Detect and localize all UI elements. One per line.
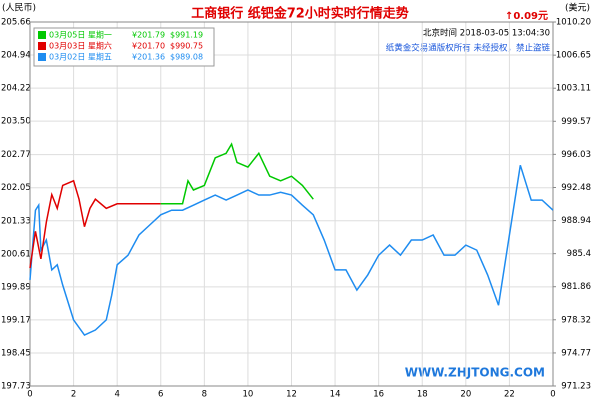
timestamp: 北京时间 2018-03-05 13:04:30: [423, 28, 550, 39]
y-tick-label: 204.94: [1, 51, 31, 61]
x-tick-label: 10: [243, 390, 254, 400]
chart-title: 工商银行 纸钯金72小时实时行情走势: [191, 6, 409, 22]
series-line: [29, 164, 554, 336]
x-tick-label: 6: [158, 390, 163, 400]
y-tick-label: 199.89: [1, 282, 31, 292]
series-line: [29, 179, 161, 269]
x-tick-label: 22: [504, 390, 515, 400]
legend-name: 03月03日 星期六: [49, 41, 112, 51]
change: ↑0.09元: [505, 10, 548, 22]
series-line: [160, 142, 314, 205]
y2-tick-label: 981.86: [561, 282, 591, 292]
y-tick-label: 204.22: [1, 84, 31, 94]
y2-tick-label: 992.48: [561, 183, 591, 193]
y-tick-label: 201.33: [1, 216, 31, 226]
y-tick-label: 203.50: [1, 117, 31, 127]
y2-tick-label: 978.32: [561, 315, 591, 325]
y2-tick-label: 1006.65: [556, 51, 591, 61]
y-tick-label: 198.45: [1, 348, 31, 358]
y-tick-label: 202.77: [1, 150, 31, 160]
y-tick-label: 199.17: [1, 315, 31, 325]
legend-usd: $991.19: [170, 31, 203, 40]
copyright: 纸黄金交易通版权所有 未经授权，禁止盗链: [386, 43, 551, 54]
legend-price: ¥201.79: [132, 31, 165, 40]
legend-usd: $990.75: [170, 42, 203, 51]
legend-box: [33, 27, 215, 67]
legend-price: ¥201.36: [132, 53, 165, 62]
x-tick-label: 8: [202, 390, 207, 400]
y2-tick-label: 1003.11: [556, 84, 591, 94]
legend-swatch: [38, 31, 46, 39]
legend-name: 03月05日 星期一: [49, 31, 112, 40]
y-tick-label: 205.66: [1, 18, 31, 28]
y2-tick-label: 985.4: [567, 249, 591, 259]
y-tick-label: 202.05: [1, 183, 31, 193]
x-tick-label: 0: [550, 390, 555, 400]
y-axis-label: (人民币): [2, 3, 36, 14]
y2-tick-label: 999.57: [561, 117, 591, 127]
x-tick-label: 14: [330, 390, 341, 400]
legend-name: 03月02日 星期五: [49, 53, 112, 62]
x-tick-label: 4: [114, 390, 119, 400]
x-tick-label: 2: [71, 390, 76, 400]
y2-tick-label: 1010.20: [556, 18, 591, 28]
x-tick-label: 0: [27, 390, 32, 400]
y-tick-label: 197.73: [1, 382, 31, 392]
y2-axis-label: (美元): [565, 2, 590, 14]
legend-usd: $989.08: [170, 53, 203, 62]
legend-swatch: [38, 53, 46, 61]
x-tick-label: 18: [417, 390, 428, 400]
x-tick-label: 20: [460, 390, 471, 400]
y2-tick-label: 974.77: [561, 348, 591, 358]
legend-swatch: [38, 42, 46, 50]
y2-tick-label: 988.94: [561, 216, 591, 226]
y2-tick-label: 971.23: [561, 382, 591, 392]
y2-tick-label: 996.03: [561, 150, 591, 160]
plot-frame: [29, 21, 554, 387]
x-tick-label: 16: [373, 390, 384, 400]
watermark: WWW.ZHJTONG.COM: [405, 366, 545, 380]
y-tick-label: 200.61: [1, 249, 31, 259]
legend-price: ¥201.70: [132, 42, 165, 51]
x-tick-label: 12: [286, 390, 297, 400]
